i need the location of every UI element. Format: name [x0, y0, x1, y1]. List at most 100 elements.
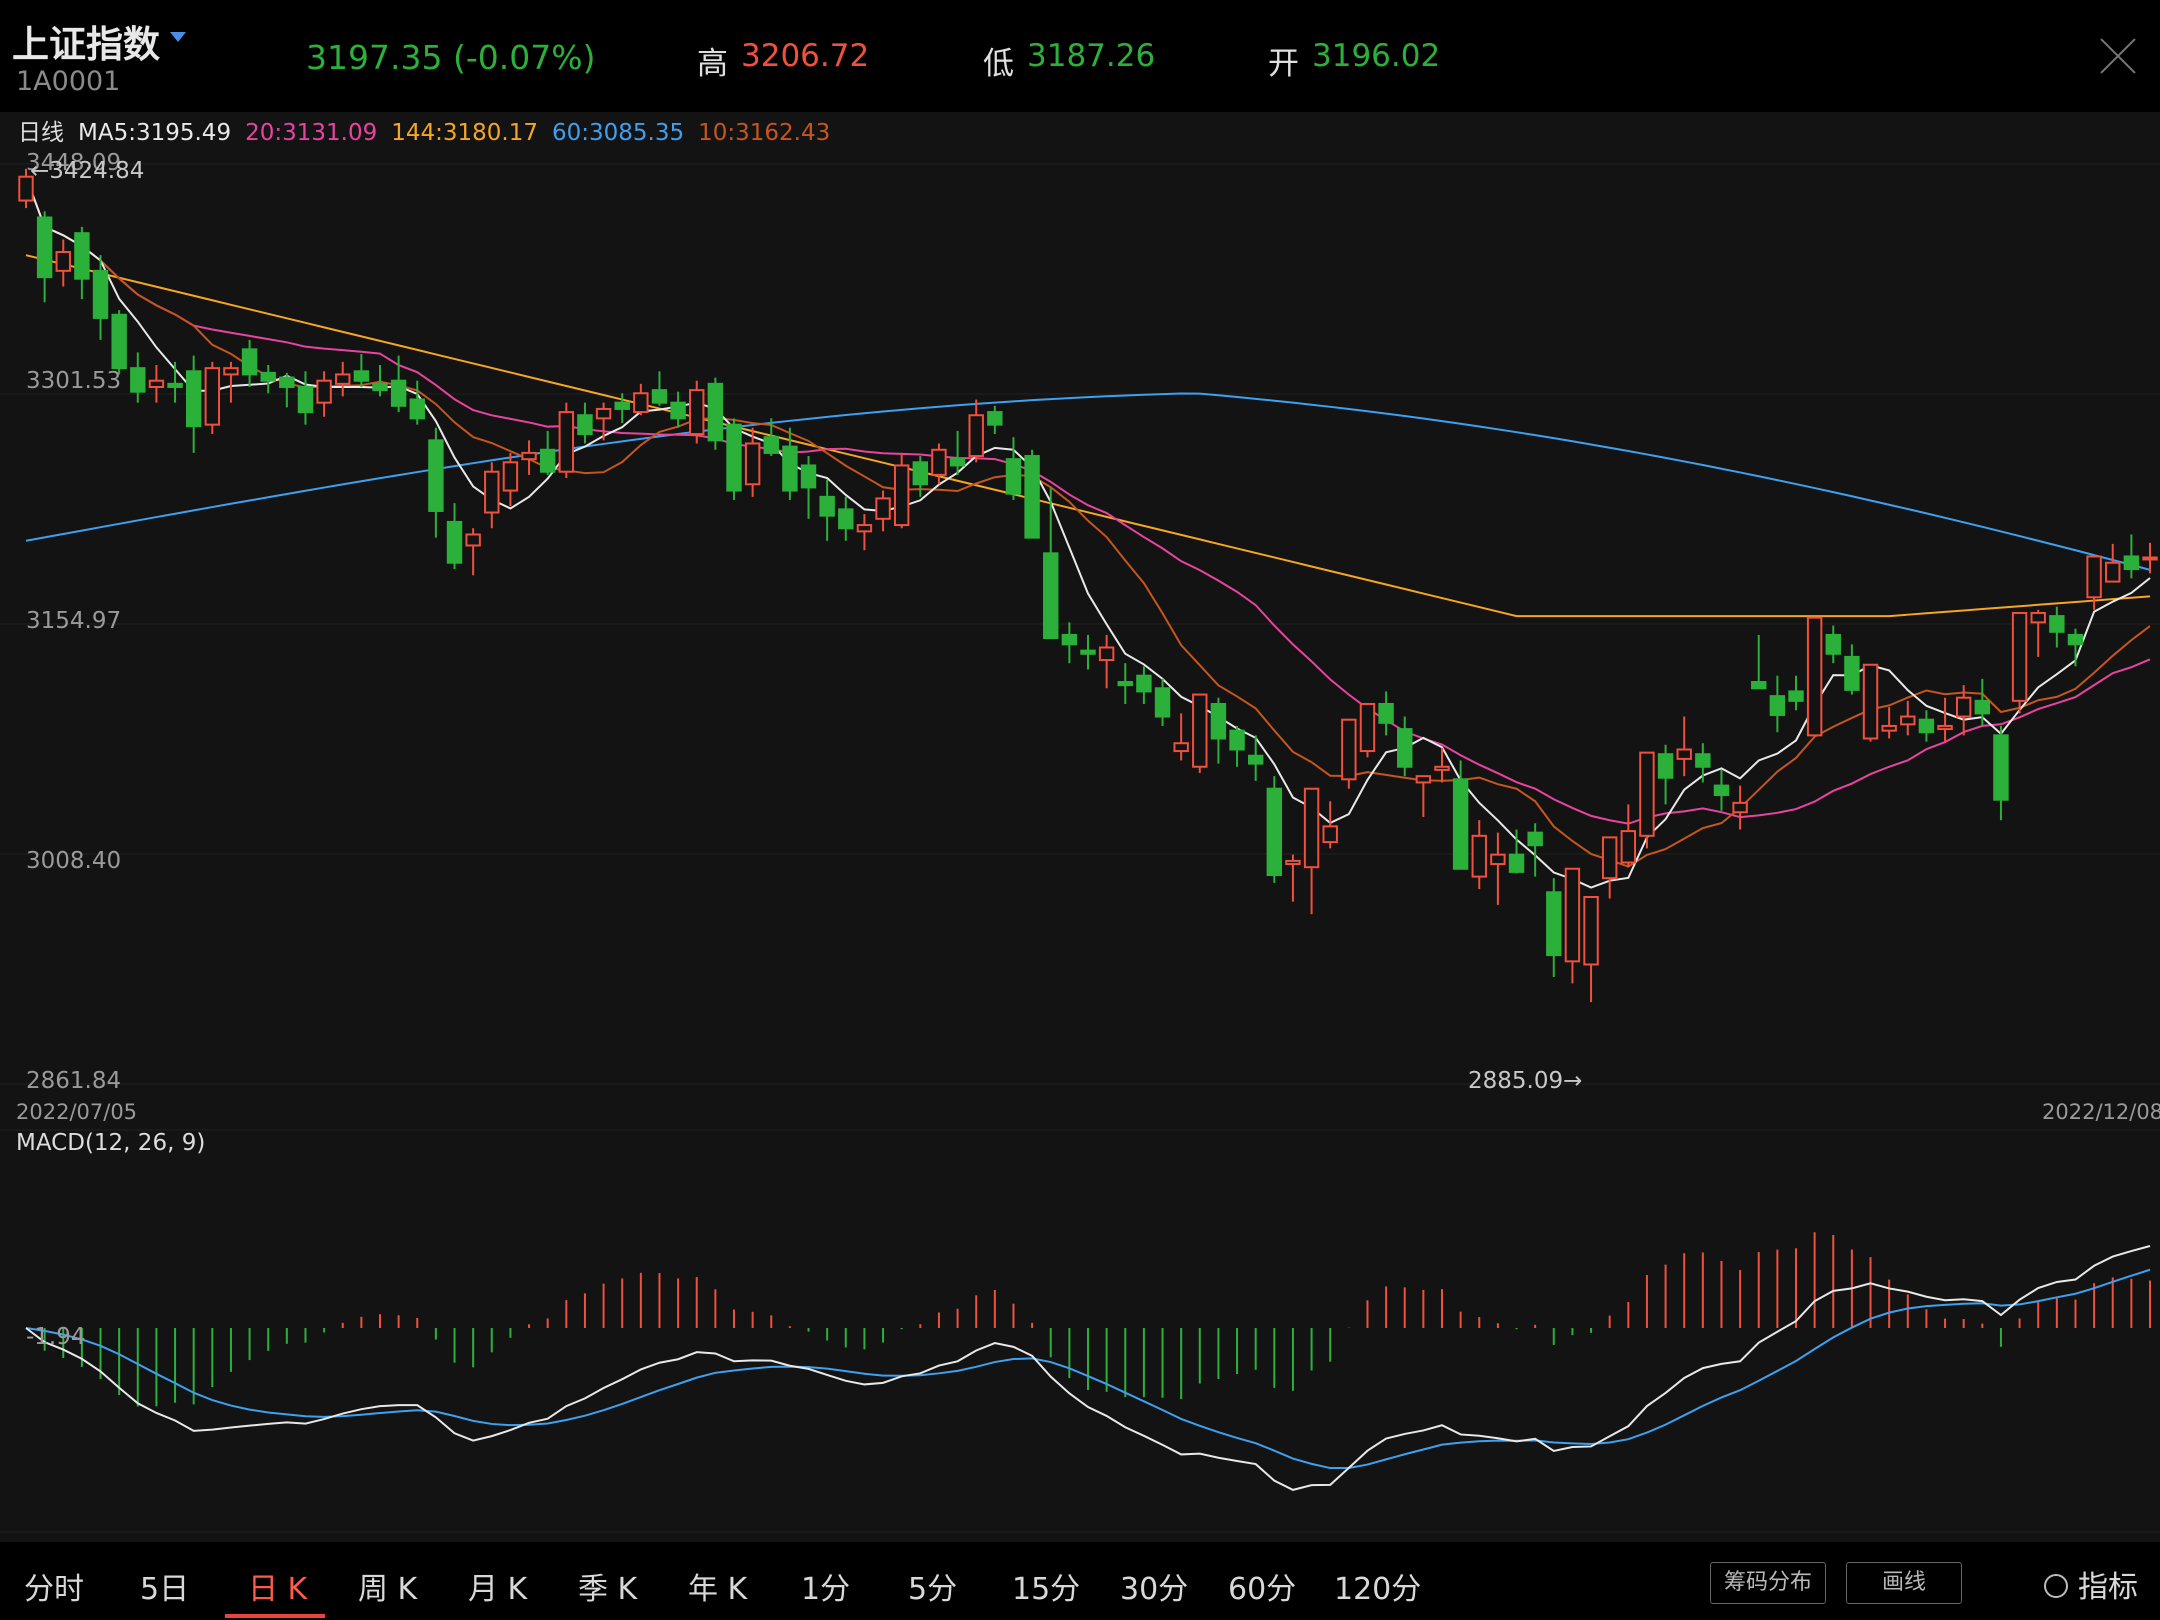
y-tick-label: 3154.97	[26, 608, 122, 634]
ma144-line	[25, 254, 2151, 618]
tab-1min[interactable]: 1分	[801, 1572, 851, 1607]
candle-body	[316, 379, 332, 404]
tab-daily-k[interactable]: 日 K	[248, 1572, 308, 1607]
candle-body	[1583, 896, 1599, 966]
candle-body	[633, 392, 649, 414]
candle-body	[1527, 831, 1543, 847]
candle-body	[1229, 729, 1245, 751]
candle-body	[1993, 734, 2009, 801]
candle-body	[1564, 867, 1581, 963]
tab-120min[interactable]: 120分	[1334, 1572, 1422, 1607]
candle-body	[1676, 748, 1692, 760]
indicator-button[interactable]: 指标	[2044, 1562, 2138, 1606]
ma60-legend: 60:3085.35	[551, 120, 685, 146]
candle-body	[465, 533, 481, 547]
tab-15min[interactable]: 15分	[1012, 1572, 1081, 1607]
candle-body	[1769, 695, 1786, 716]
chevron-down-icon[interactable]	[170, 32, 186, 42]
candle-body	[2086, 555, 2102, 599]
tab-5day[interactable]: 5日	[140, 1572, 190, 1607]
candle-body	[949, 458, 966, 467]
candlestick-chart[interactable]	[0, 112, 2160, 1542]
candle-body	[1005, 458, 1022, 495]
candle-body	[204, 367, 221, 426]
candle-body	[1136, 674, 1152, 693]
candle-body	[2011, 611, 2028, 702]
candle-body	[1247, 754, 1264, 765]
candle-body	[2030, 611, 2046, 624]
candle-body	[577, 414, 593, 436]
candle-body	[1620, 830, 1637, 864]
settings-cycle-icon	[2044, 1573, 2068, 1598]
candle-body	[1806, 616, 1823, 737]
candle-body	[782, 445, 798, 492]
candle-body	[1452, 778, 1469, 870]
candle-body	[707, 382, 724, 442]
tab-30min[interactable]: 30分	[1120, 1572, 1189, 1607]
candle-body	[1751, 681, 1767, 690]
macd-zero-label: -1.94	[26, 1324, 86, 1350]
candle-body	[1266, 787, 1283, 877]
candle-body	[838, 508, 854, 530]
macd-dea-line	[25, 1268, 2151, 1470]
draw-line-button[interactable]: 画线	[1846, 1562, 1962, 1604]
high-label: 高	[697, 46, 728, 82]
candle-body	[1061, 633, 1078, 646]
candle-body	[18, 175, 34, 202]
candle-body	[1378, 702, 1394, 724]
index-title[interactable]: 上证指数	[12, 23, 160, 66]
tab-quarterly-k[interactable]: 季 K	[578, 1572, 638, 1607]
low-value: 3187.26	[1027, 38, 1156, 74]
candle-body	[1117, 681, 1133, 687]
candle-body	[36, 216, 53, 279]
candle-body	[111, 313, 127, 370]
min-marker: 2885.09→	[1468, 1068, 1583, 1094]
candle-body	[689, 389, 705, 436]
ma20-line	[25, 176, 2151, 825]
chip-distribution-button[interactable]: 筹码分布	[1710, 1562, 1826, 1604]
candle-body	[223, 367, 239, 376]
candle-body	[726, 423, 742, 492]
candle-body	[130, 367, 146, 393]
candle-body	[1937, 724, 1953, 731]
candle-body	[1210, 702, 1227, 740]
candle-body	[502, 461, 519, 492]
candle-body	[614, 401, 630, 410]
candle-body	[1359, 702, 1376, 753]
tab-monthly-k[interactable]: 月 K	[468, 1572, 528, 1607]
tab-intraday[interactable]: 分时	[24, 1572, 84, 1607]
high-value: 3206.72	[741, 38, 870, 74]
candle-body	[241, 348, 258, 376]
max-marker: ←3424.84	[30, 158, 145, 184]
candle-body	[987, 411, 1003, 426]
candle-body	[744, 442, 761, 486]
candle-body	[1825, 633, 1841, 655]
candle-body	[651, 389, 668, 404]
candle-body	[1415, 775, 1432, 784]
candle-body	[1788, 690, 1804, 702]
candle-body	[335, 373, 351, 385]
candle-body	[1341, 718, 1357, 781]
candle-body	[409, 398, 425, 420]
candle-body	[1322, 825, 1338, 844]
close-icon[interactable]	[2098, 36, 2138, 76]
period-label: 日线	[18, 120, 64, 146]
tab-yearly-k[interactable]: 年 K	[688, 1572, 748, 1607]
candle-body	[1043, 552, 1059, 640]
tab-60min[interactable]: 60分	[1228, 1572, 1297, 1607]
tab-weekly-k[interactable]: 周 K	[358, 1572, 418, 1607]
candle-body	[1285, 859, 1301, 866]
candle-body	[297, 385, 314, 414]
ma10-line	[25, 176, 2151, 868]
candle-body	[1434, 765, 1450, 771]
tab-5min[interactable]: 5分	[908, 1572, 958, 1607]
candle-body	[148, 379, 165, 388]
chart-area[interactable]: 日线 MA5:3195.49 20:3131.09 144:3180.17 60:308…	[0, 112, 2160, 1542]
candle-body	[1490, 853, 1506, 866]
candle-body	[1695, 753, 1711, 768]
candle-body	[2049, 615, 2065, 633]
candle-body	[763, 436, 779, 454]
candle-body	[1974, 699, 1991, 715]
candle-body	[1639, 751, 1655, 837]
macd-dif-line	[25, 1245, 2151, 1491]
